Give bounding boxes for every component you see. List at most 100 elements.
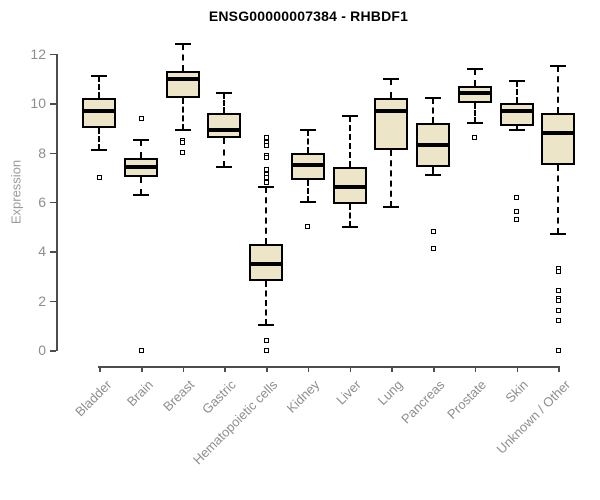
upper-whisker-line bbox=[306, 130, 309, 153]
outlier-point bbox=[263, 347, 269, 353]
median-line bbox=[543, 130, 574, 135]
x-category-label: Kidney bbox=[283, 377, 323, 416]
y-axis-tick bbox=[50, 350, 56, 352]
outlier-point bbox=[555, 268, 561, 274]
lower-whisker-line bbox=[306, 179, 309, 202]
x-axis-tick bbox=[266, 366, 268, 372]
upper-whisker-cap bbox=[258, 186, 275, 189]
x-axis-tick bbox=[433, 366, 435, 372]
lower-whisker-line bbox=[140, 177, 143, 195]
upper-whisker-cap bbox=[508, 80, 525, 83]
outlier-point bbox=[555, 298, 561, 304]
x-axis-tick bbox=[391, 366, 393, 372]
lower-whisker-line bbox=[98, 127, 101, 151]
upper-whisker-cap bbox=[299, 129, 316, 132]
x-category-label: Unknown / Other bbox=[493, 377, 573, 457]
lower-whisker-line bbox=[557, 164, 560, 235]
lower-whisker-cap bbox=[91, 149, 108, 152]
outlier-point bbox=[180, 150, 186, 156]
upper-whisker-line bbox=[557, 66, 560, 114]
lower-whisker-cap bbox=[258, 324, 275, 327]
lower-whisker-line bbox=[473, 103, 476, 124]
x-category-label: Pancreas bbox=[398, 377, 448, 427]
median-line bbox=[126, 165, 157, 170]
median-line bbox=[292, 162, 323, 167]
median-line bbox=[418, 143, 449, 148]
median-line bbox=[376, 108, 407, 113]
y-tick-label: 12 bbox=[30, 45, 46, 62]
outlier-point bbox=[138, 115, 144, 121]
outlier-point bbox=[430, 229, 436, 235]
median-line bbox=[251, 261, 282, 266]
upper-whisker-cap bbox=[341, 114, 358, 117]
lower-whisker-cap bbox=[299, 200, 316, 203]
x-category-label: Bladder bbox=[71, 377, 114, 420]
lower-whisker-line bbox=[223, 137, 226, 168]
median-line bbox=[459, 91, 490, 96]
box bbox=[165, 71, 200, 99]
lower-whisker-cap bbox=[383, 205, 400, 208]
y-tick-label: 10 bbox=[30, 95, 46, 112]
outlier-point bbox=[555, 288, 561, 294]
upper-whisker-cap bbox=[550, 65, 567, 68]
upper-whisker-line bbox=[98, 76, 101, 99]
x-category-label: Skin bbox=[502, 377, 532, 406]
outlier-point bbox=[263, 167, 269, 173]
y-axis-tick bbox=[50, 53, 56, 56]
y-axis-tick bbox=[50, 103, 56, 105]
box bbox=[82, 98, 117, 128]
x-axis-tick bbox=[307, 366, 310, 372]
lower-whisker-line bbox=[390, 150, 393, 207]
outlier-point bbox=[472, 135, 478, 141]
lower-whisker-cap bbox=[508, 129, 525, 132]
outlier-point bbox=[514, 209, 519, 215]
upper-whisker-cap bbox=[425, 97, 442, 100]
x-category-label: Lung bbox=[374, 377, 406, 409]
lower-whisker-cap bbox=[174, 129, 191, 132]
x-axis-tick bbox=[349, 366, 352, 372]
outlier-point bbox=[263, 179, 269, 185]
upper-whisker-line bbox=[223, 93, 226, 114]
x-category-label: Brain bbox=[123, 377, 156, 410]
lower-whisker-line bbox=[265, 280, 268, 326]
lower-whisker-line bbox=[181, 98, 184, 131]
lower-whisker-cap bbox=[341, 225, 358, 228]
outlier-point bbox=[263, 135, 269, 141]
upper-whisker-cap bbox=[174, 43, 191, 46]
x-axis-tick bbox=[516, 366, 518, 372]
outlier-point bbox=[305, 224, 311, 230]
outlier-point bbox=[263, 174, 269, 180]
upper-whisker-cap bbox=[466, 67, 483, 70]
outlier-point bbox=[555, 347, 561, 353]
upper-whisker-cap bbox=[216, 92, 233, 95]
lower-whisker-cap bbox=[466, 122, 483, 125]
median-line bbox=[501, 108, 532, 113]
x-axis-tick bbox=[141, 366, 143, 372]
x-axis-tick bbox=[99, 366, 101, 372]
y-axis-tick bbox=[50, 152, 56, 155]
upper-whisker-cap bbox=[133, 139, 150, 142]
outlier-point bbox=[263, 155, 269, 161]
box bbox=[541, 113, 576, 165]
y-tick-label: 6 bbox=[38, 193, 46, 210]
upper-whisker-line bbox=[140, 140, 143, 158]
outlier-point bbox=[138, 347, 144, 353]
x-axis-tick bbox=[224, 366, 226, 372]
upper-whisker-line bbox=[515, 81, 518, 104]
outlier-point bbox=[555, 308, 561, 314]
y-axis-label: Expression bbox=[8, 159, 24, 225]
outlier-point bbox=[96, 174, 102, 180]
x-category-label: Prostate bbox=[444, 377, 490, 422]
x-axis-line bbox=[98, 366, 560, 368]
upper-whisker-line bbox=[473, 68, 476, 87]
x-category-label: Liver bbox=[333, 377, 365, 408]
median-line bbox=[209, 128, 240, 133]
upper-whisker-line bbox=[348, 115, 351, 168]
box bbox=[207, 113, 242, 138]
median-line bbox=[167, 76, 198, 81]
y-tick-label: 0 bbox=[38, 342, 46, 358]
y-tick-label: 2 bbox=[38, 292, 46, 309]
box bbox=[499, 103, 534, 126]
lower-whisker-cap bbox=[550, 233, 567, 236]
